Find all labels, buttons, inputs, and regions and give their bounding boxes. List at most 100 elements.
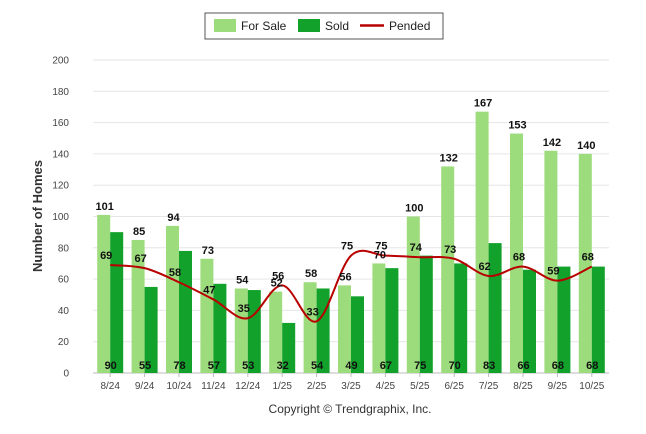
bar-for-sale-2/25 [303, 282, 317, 373]
x-tick-label-9/24: 9/24 [135, 381, 155, 392]
x-tick-label-8/25: 8/25 [513, 381, 533, 392]
bar-sold-8/25 [523, 269, 536, 373]
x-tick-label-10/25: 10/25 [579, 381, 604, 392]
bar-for-sale-8/25 [510, 133, 523, 373]
label-sold-2/25: 54 [311, 360, 324, 372]
y-tick-label-140: 140 [52, 149, 69, 160]
x-tick-label-8/24: 8/24 [100, 381, 120, 392]
bar-for-sale-8/24 [97, 214, 111, 373]
label-for-sale-12/24: 54 [236, 274, 249, 286]
y-tick-label-40: 40 [58, 306, 70, 317]
bar-sold-10/24 [179, 250, 192, 373]
y-tick-label-60: 60 [58, 275, 70, 286]
label-pended-9/25: 59 [547, 266, 559, 278]
pended-line [110, 249, 593, 323]
bar-for-sale-5/25 [406, 216, 420, 373]
bars [97, 111, 605, 374]
copyright-text: Copyright © Trendgraphix, Inc. [269, 402, 432, 416]
legend-box [204, 12, 444, 40]
label-pended-4/25: 75 [375, 241, 387, 253]
label-for-sale-4/25: 70 [374, 249, 386, 261]
legend-swatch-sold [298, 19, 320, 32]
pended-line-layer [110, 249, 593, 323]
x-axis-ticks: 8/24 9/24 10/24 11/24 12/24 1/25 2/25 3/25 4/25 5… [100, 373, 605, 392]
label-for-sale-2/25: 58 [305, 268, 317, 280]
label-sold-5/25: 75 [414, 360, 426, 372]
label-pended-11/24: 47 [203, 284, 215, 296]
label-sold-12/24: 53 [242, 360, 254, 372]
bar-for-sale-12/24 [234, 288, 248, 373]
bar-for-sale-3/25 [338, 285, 351, 373]
bar-sold-5/25 [419, 255, 433, 373]
label-sold-10/25: 68 [586, 360, 598, 372]
x-tick-label-1/25: 1/25 [272, 381, 292, 392]
y-tick-label-200: 200 [52, 56, 69, 67]
bar-sold-1/25 [282, 322, 296, 373]
y-tick-label-0: 0 [63, 369, 69, 380]
x-tick-label-11/24: 11/24 [201, 381, 226, 392]
label-pended-3/25: 75 [341, 241, 353, 253]
bar-sold-3/25 [351, 296, 364, 373]
bar-for-sale-1/25 [269, 291, 283, 373]
label-for-sale-8/25: 153 [508, 120, 526, 132]
label-for-sale-9/25: 142 [543, 137, 561, 149]
label-pended-6/25: 73 [444, 244, 456, 256]
label-for-sale-11/24: 73 [202, 245, 214, 257]
label-sold-10/24: 78 [173, 360, 185, 372]
x-tick-label-4/25: 4/25 [376, 381, 396, 392]
label-for-sale-9/24: 85 [133, 226, 145, 238]
label-sold-3/25: 49 [345, 360, 357, 372]
data-labels: 101 90 85 55 94 78 73 57 54 53 52 32 58 54 56 49 70 67 100… [96, 98, 599, 372]
label-pended-2/25: 33 [306, 306, 318, 318]
x-tick-label-5/25: 5/25 [410, 381, 430, 392]
bar-sold-6/25 [454, 263, 468, 373]
label-pended-12/24: 35 [238, 303, 250, 315]
x-tick-label-12/24: 12/24 [235, 381, 260, 392]
legend: For Sale Sold Pended [204, 12, 444, 40]
label-pended-8/24: 69 [100, 250, 112, 262]
y-tick-label-20: 20 [58, 337, 70, 348]
bar-for-sale-6/25 [441, 166, 455, 373]
bar-for-sale-11/24 [200, 258, 214, 373]
legend-label-sold: Sold [325, 19, 349, 33]
label-sold-7/25: 83 [483, 360, 495, 372]
label-sold-8/25: 66 [517, 360, 529, 372]
label-for-sale-6/25: 132 [440, 152, 458, 164]
bar-sold-9/25 [557, 266, 571, 373]
y-tick-label-180: 180 [52, 87, 69, 98]
bar-sold-9/24 [144, 286, 158, 373]
bar-for-sale-4/25 [372, 263, 386, 373]
label-for-sale-10/25: 140 [577, 140, 595, 152]
bar-sold-4/25 [385, 268, 399, 373]
label-pended-8/25: 68 [513, 252, 525, 264]
x-tick-label-10/24: 10/24 [166, 381, 191, 392]
label-pended-5/25: 74 [410, 242, 423, 254]
label-sold-4/25: 67 [380, 360, 392, 372]
label-pended-10/25: 68 [582, 252, 594, 264]
label-pended-9/24: 67 [134, 253, 146, 265]
label-sold-1/25: 32 [277, 360, 289, 372]
label-sold-9/25: 68 [552, 360, 564, 372]
label-sold-11/24: 57 [208, 360, 220, 372]
bar-for-sale-9/25 [544, 150, 558, 373]
bar-for-sale-9/24 [131, 239, 145, 373]
bar-sold-10/25 [591, 266, 605, 373]
x-tick-label-3/25: 3/25 [341, 381, 361, 392]
bar-for-sale-10/24 [166, 225, 179, 373]
label-sold-6/25: 70 [449, 360, 461, 372]
y-tick-label-80: 80 [58, 243, 70, 254]
legend-label-for-sale: For Sale [241, 19, 287, 33]
y-axis-ticks: 0 20 40 60 80 100 120 140 160 180 200 [52, 56, 69, 380]
y-tick-label-120: 120 [52, 181, 69, 192]
label-sold-9/24: 55 [139, 360, 151, 372]
y-tick-label-160: 160 [52, 118, 69, 129]
legend-swatch-for-sale [214, 19, 236, 32]
label-for-sale-3/25: 56 [339, 271, 351, 283]
x-tick-label-6/25: 6/25 [444, 381, 464, 392]
label-for-sale-8/24: 101 [96, 201, 114, 213]
x-tick-label-7/25: 7/25 [479, 381, 499, 392]
label-pended-10/24: 58 [169, 267, 181, 279]
legend-label-pended: Pended [389, 19, 430, 33]
label-sold-8/24: 90 [105, 360, 117, 372]
